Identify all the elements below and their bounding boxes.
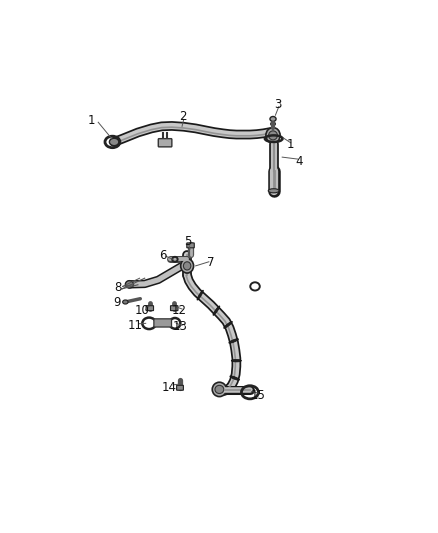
Ellipse shape bbox=[123, 300, 128, 304]
Text: 3: 3 bbox=[275, 98, 282, 111]
FancyBboxPatch shape bbox=[170, 306, 178, 311]
Text: 4: 4 bbox=[295, 155, 303, 168]
Text: 9: 9 bbox=[113, 296, 120, 309]
Text: 2: 2 bbox=[179, 110, 187, 123]
Text: 7: 7 bbox=[207, 256, 215, 269]
Ellipse shape bbox=[181, 259, 194, 273]
Text: 8: 8 bbox=[114, 281, 121, 294]
Ellipse shape bbox=[110, 138, 119, 146]
Text: 1: 1 bbox=[287, 138, 294, 151]
Ellipse shape bbox=[266, 127, 280, 143]
FancyBboxPatch shape bbox=[187, 243, 194, 248]
FancyBboxPatch shape bbox=[158, 139, 172, 147]
Ellipse shape bbox=[229, 338, 238, 343]
FancyBboxPatch shape bbox=[177, 385, 184, 390]
Text: 13: 13 bbox=[172, 320, 187, 333]
FancyBboxPatch shape bbox=[154, 319, 172, 327]
Text: 12: 12 bbox=[172, 304, 187, 317]
Text: 6: 6 bbox=[159, 249, 166, 262]
Ellipse shape bbox=[224, 321, 233, 328]
Ellipse shape bbox=[268, 131, 277, 140]
Text: 10: 10 bbox=[135, 304, 150, 317]
Text: 11: 11 bbox=[128, 319, 143, 332]
Ellipse shape bbox=[215, 385, 224, 393]
Text: 5: 5 bbox=[184, 235, 192, 248]
Ellipse shape bbox=[125, 281, 134, 288]
Ellipse shape bbox=[231, 359, 241, 362]
Text: 1: 1 bbox=[88, 114, 95, 127]
Text: 15: 15 bbox=[250, 389, 265, 402]
Ellipse shape bbox=[271, 122, 276, 126]
Ellipse shape bbox=[268, 189, 279, 193]
FancyBboxPatch shape bbox=[146, 306, 154, 311]
Text: 14: 14 bbox=[162, 381, 177, 394]
Ellipse shape bbox=[270, 117, 276, 122]
Ellipse shape bbox=[184, 262, 191, 270]
Ellipse shape bbox=[230, 376, 240, 380]
Ellipse shape bbox=[213, 306, 220, 316]
Ellipse shape bbox=[197, 290, 203, 300]
Ellipse shape bbox=[212, 382, 226, 397]
